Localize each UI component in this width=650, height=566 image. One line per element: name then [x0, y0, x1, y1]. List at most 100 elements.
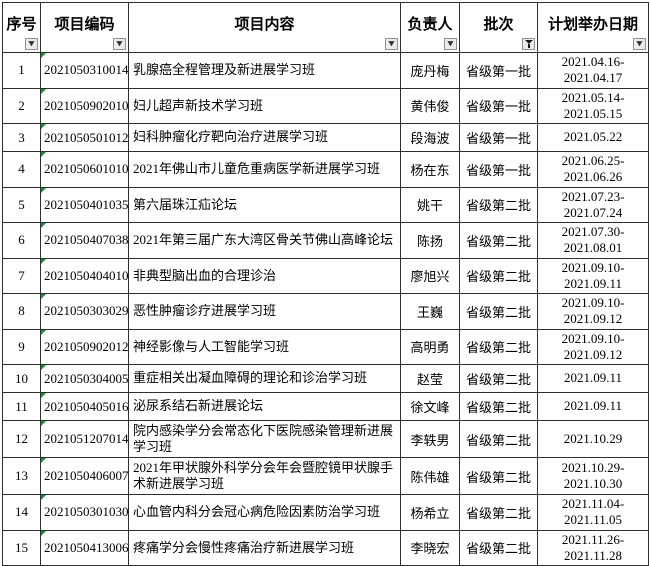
- cell-code[interactable]: 2021050406007: [40, 457, 129, 495]
- cell-batch[interactable]: 省级第二批: [459, 457, 538, 495]
- cell-serial[interactable]: 2: [2, 87, 41, 124]
- filter-dropdown-icon[interactable]: ▼: [113, 38, 126, 50]
- cell-date[interactable]: 2021.05.22: [537, 123, 649, 152]
- header-cell-person[interactable]: 负责人 ▼: [400, 2, 460, 53]
- cell-content[interactable]: 非典型脑出血的合理诊治: [128, 257, 401, 294]
- cell-person[interactable]: 赵莹: [400, 364, 460, 393]
- cell-date[interactable]: 2021.10.29: [537, 420, 649, 458]
- cell-person[interactable]: 高明勇: [400, 328, 460, 365]
- cell-batch[interactable]: 省级第一批: [459, 123, 538, 152]
- cell-serial[interactable]: 5: [2, 186, 41, 223]
- cell-date[interactable]: 2021.05.14- 2021.05.15: [537, 87, 649, 124]
- cell-serial[interactable]: 8: [2, 293, 41, 330]
- cell-batch[interactable]: 省级第二批: [459, 293, 538, 330]
- cell-code[interactable]: 2021050310014: [40, 52, 129, 89]
- cell-serial[interactable]: 14: [2, 494, 41, 531]
- filter-dropdown-icon[interactable]: ▼: [25, 38, 38, 50]
- cell-person[interactable]: 徐文峰: [400, 392, 460, 421]
- cell-date[interactable]: 2021.09.10- 2021.09.12: [537, 328, 649, 365]
- cell-code[interactable]: 2021050405016: [40, 392, 129, 421]
- cell-person[interactable]: 陈扬: [400, 222, 460, 259]
- cell-content[interactable]: 重症相关出凝血障碍的理论和诊治学习班: [128, 364, 401, 393]
- cell-serial[interactable]: 9: [2, 328, 41, 365]
- cell-content[interactable]: 妇儿超声新技术学习班: [128, 87, 401, 124]
- cell-batch[interactable]: 省级第一批: [459, 87, 538, 124]
- cell-content[interactable]: 疼痛学分会慢性疼痛治疗新进展学习班: [128, 529, 401, 566]
- cell-serial[interactable]: 11: [2, 392, 41, 421]
- cell-date[interactable]: 2021.09.11: [537, 392, 649, 421]
- cell-serial[interactable]: 1: [2, 52, 41, 89]
- filter-active-icon[interactable]: [522, 38, 535, 50]
- cell-code[interactable]: 2021050601010: [40, 151, 129, 188]
- cell-person[interactable]: 庞丹梅: [400, 52, 460, 89]
- cell-content[interactable]: 心血管内科分会冠心病危险因素防治学习班: [128, 494, 401, 531]
- filter-dropdown-icon[interactable]: ▼: [633, 38, 646, 50]
- cell-content[interactable]: 妇科肿瘤化疗靶向治疗进展学习班: [128, 123, 401, 152]
- cell-serial[interactable]: 12: [2, 420, 41, 458]
- cell-person[interactable]: 李晓宏: [400, 529, 460, 566]
- cell-serial[interactable]: 6: [2, 222, 41, 259]
- cell-batch[interactable]: 省级第一批: [459, 52, 538, 89]
- cell-code[interactable]: 2021050401035: [40, 186, 129, 223]
- cell-code[interactable]: 2021050303029: [40, 293, 129, 330]
- filter-dropdown-icon[interactable]: ▼: [385, 38, 398, 50]
- cell-person[interactable]: 陈伟雄: [400, 457, 460, 495]
- cell-code[interactable]: 2021051207014: [40, 420, 129, 458]
- cell-batch[interactable]: 省级第二批: [459, 420, 538, 458]
- cell-content[interactable]: 泌尿系结石新进展论坛: [128, 392, 401, 421]
- cell-date[interactable]: 2021.06.25- 2021.06.26: [537, 151, 649, 188]
- cell-serial[interactable]: 15: [2, 529, 41, 566]
- cell-person[interactable]: 段海波: [400, 123, 460, 152]
- cell-person[interactable]: 黄伟俊: [400, 87, 460, 124]
- cell-date[interactable]: 2021.09.10- 2021.09.12: [537, 293, 649, 330]
- header-cell-batch[interactable]: 批次: [459, 2, 538, 53]
- cell-date[interactable]: 2021.07.23- 2021.07.24: [537, 186, 649, 223]
- cell-date[interactable]: 2021.04.16- 2021.04.17: [537, 52, 649, 89]
- cell-code[interactable]: 2021050407038: [40, 222, 129, 259]
- filter-dropdown-icon[interactable]: ▼: [444, 38, 457, 50]
- cell-date[interactable]: 2021.09.11: [537, 364, 649, 393]
- header-cell-code[interactable]: 项目编码 ▼: [40, 2, 129, 53]
- cell-date[interactable]: 2021.11.26- 2021.11.28: [537, 529, 649, 566]
- cell-person[interactable]: 杨在东: [400, 151, 460, 188]
- cell-content[interactable]: 院内感染学分会常态化下医院感染管理新进展学习班: [128, 420, 401, 458]
- cell-person[interactable]: 杨希立: [400, 494, 460, 531]
- cell-serial[interactable]: 3: [2, 123, 41, 152]
- cell-person[interactable]: 廖旭兴: [400, 257, 460, 294]
- cell-person[interactable]: 姚干: [400, 186, 460, 223]
- cell-code[interactable]: 2021050301030: [40, 494, 129, 531]
- cell-serial[interactable]: 7: [2, 257, 41, 294]
- cell-batch[interactable]: 省级第二批: [459, 328, 538, 365]
- header-cell-date[interactable]: 计划举办日期 ▼: [537, 2, 649, 53]
- cell-batch[interactable]: 省级第二批: [459, 529, 538, 566]
- cell-code[interactable]: 2021050413006: [40, 529, 129, 566]
- cell-batch[interactable]: 省级第二批: [459, 494, 538, 531]
- cell-date[interactable]: 2021.07.30- 2021.08.01: [537, 222, 649, 259]
- cell-date[interactable]: 2021.10.29- 2021.10.30: [537, 457, 649, 495]
- cell-batch[interactable]: 省级第二批: [459, 186, 538, 223]
- cell-content[interactable]: 2021年第三届广东大湾区骨关节佛山高峰论坛: [128, 222, 401, 259]
- cell-date[interactable]: 2021.11.04- 2021.11.05: [537, 494, 649, 531]
- cell-date[interactable]: 2021.09.10- 2021.09.11: [537, 257, 649, 294]
- cell-code[interactable]: 2021050404010: [40, 257, 129, 294]
- cell-batch[interactable]: 省级第一批: [459, 151, 538, 188]
- cell-serial[interactable]: 4: [2, 151, 41, 188]
- cell-batch[interactable]: 省级第二批: [459, 392, 538, 421]
- header-cell-content[interactable]: 项目内容 ▼: [128, 2, 401, 53]
- cell-content[interactable]: 神经影像与人工智能学习班: [128, 328, 401, 365]
- cell-code[interactable]: 2021050902012: [40, 328, 129, 365]
- cell-code[interactable]: 2021050902010: [40, 87, 129, 124]
- cell-content[interactable]: 第六届珠江疝论坛: [128, 186, 401, 223]
- header-cell-serial[interactable]: 序号 ▼: [2, 2, 41, 53]
- cell-batch[interactable]: 省级第二批: [459, 222, 538, 259]
- cell-content[interactable]: 乳腺癌全程管理及新进展学习班: [128, 52, 401, 89]
- cell-batch[interactable]: 省级第二批: [459, 257, 538, 294]
- cell-batch[interactable]: 省级第二批: [459, 364, 538, 393]
- cell-content[interactable]: 2021年甲状腺外科学分会年会暨腔镜甲状腺手术新进展学习班: [128, 457, 401, 495]
- cell-code[interactable]: 2021050501012: [40, 123, 129, 152]
- cell-content[interactable]: 2021年佛山市儿童危重病医学新进展学习班: [128, 151, 401, 188]
- cell-serial[interactable]: 13: [2, 457, 41, 495]
- cell-content[interactable]: 恶性肿瘤诊疗进展学习班: [128, 293, 401, 330]
- cell-serial[interactable]: 10: [2, 364, 41, 393]
- cell-person[interactable]: 李轶男: [400, 420, 460, 458]
